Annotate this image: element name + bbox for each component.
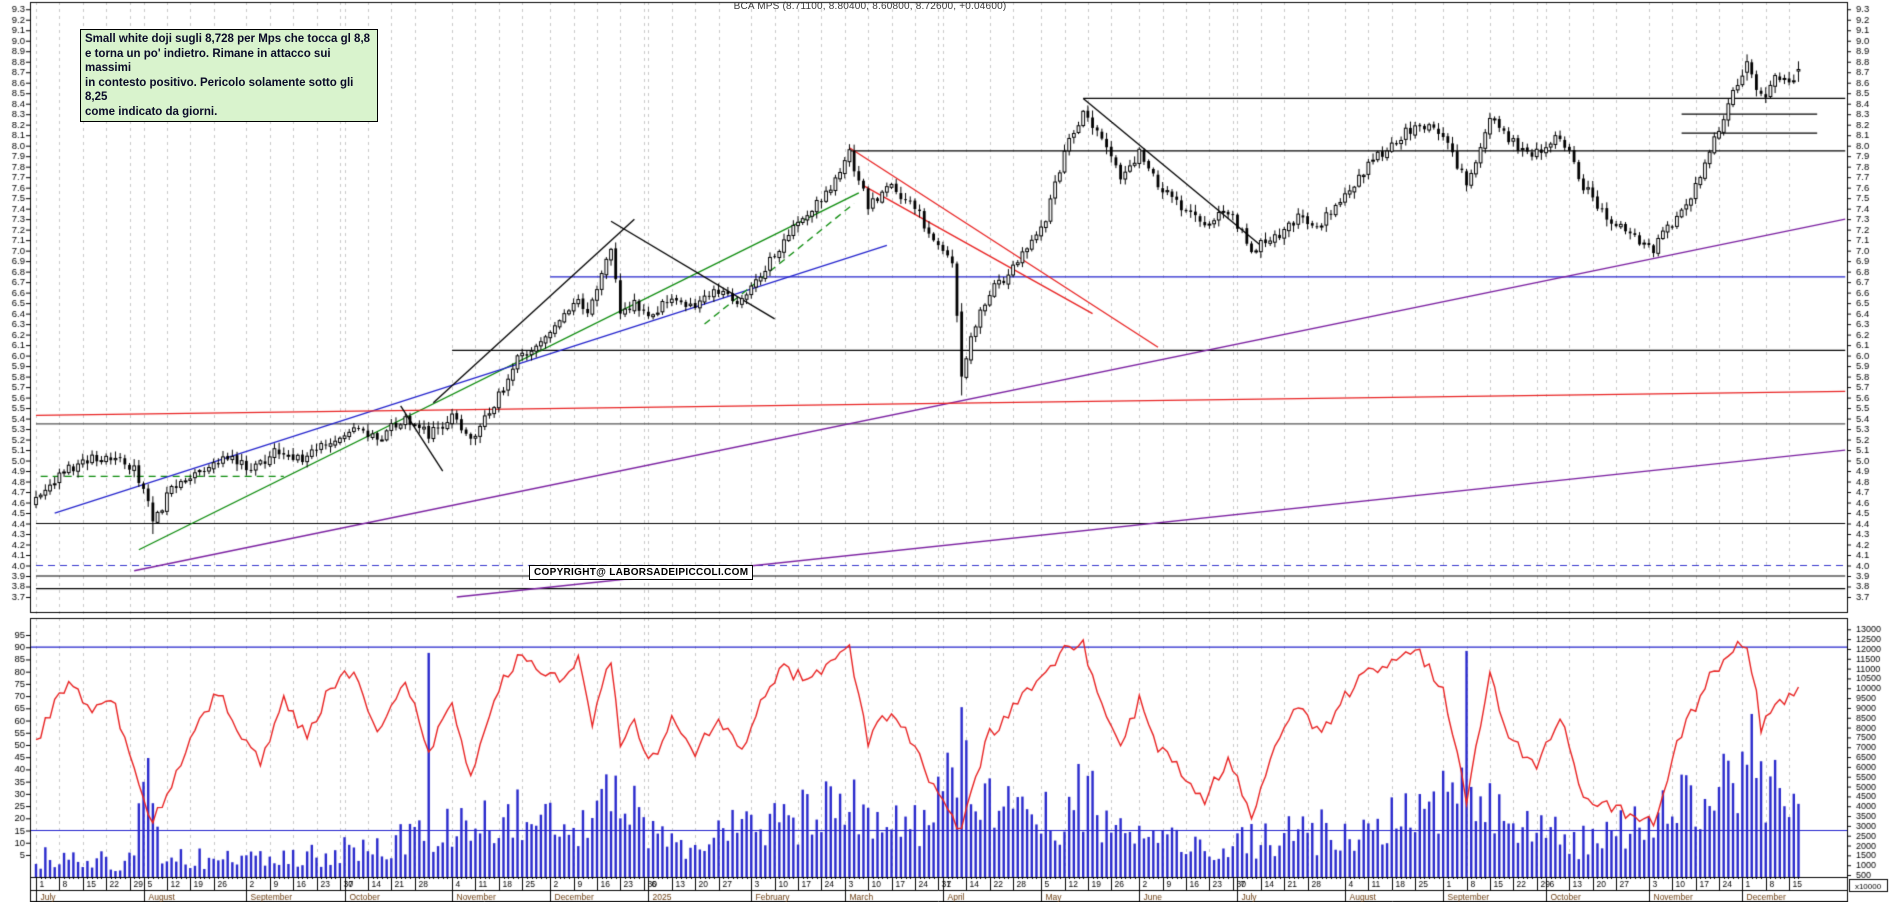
- annotation-line: in contesto positivo. Pericolo solamente…: [85, 76, 354, 104]
- chart-title: BCA MPS (8.71100, 8.80400, 8.60800, 8.72…: [733, 1, 1007, 12]
- copyright-badge: COPYRIGHT@ LABORSADEIPICCOLI.COM: [529, 565, 754, 580]
- annotation-line: come indicato da giorni.: [85, 105, 218, 118]
- annotation-line: Small white doji sugli 8,728 per Mps che…: [85, 33, 371, 45]
- annotation-line: e torna un po' indietro. Rimane in attac…: [85, 47, 331, 75]
- analyst-annotation: Small white doji sugli 8,728 per Mps che…: [80, 29, 378, 122]
